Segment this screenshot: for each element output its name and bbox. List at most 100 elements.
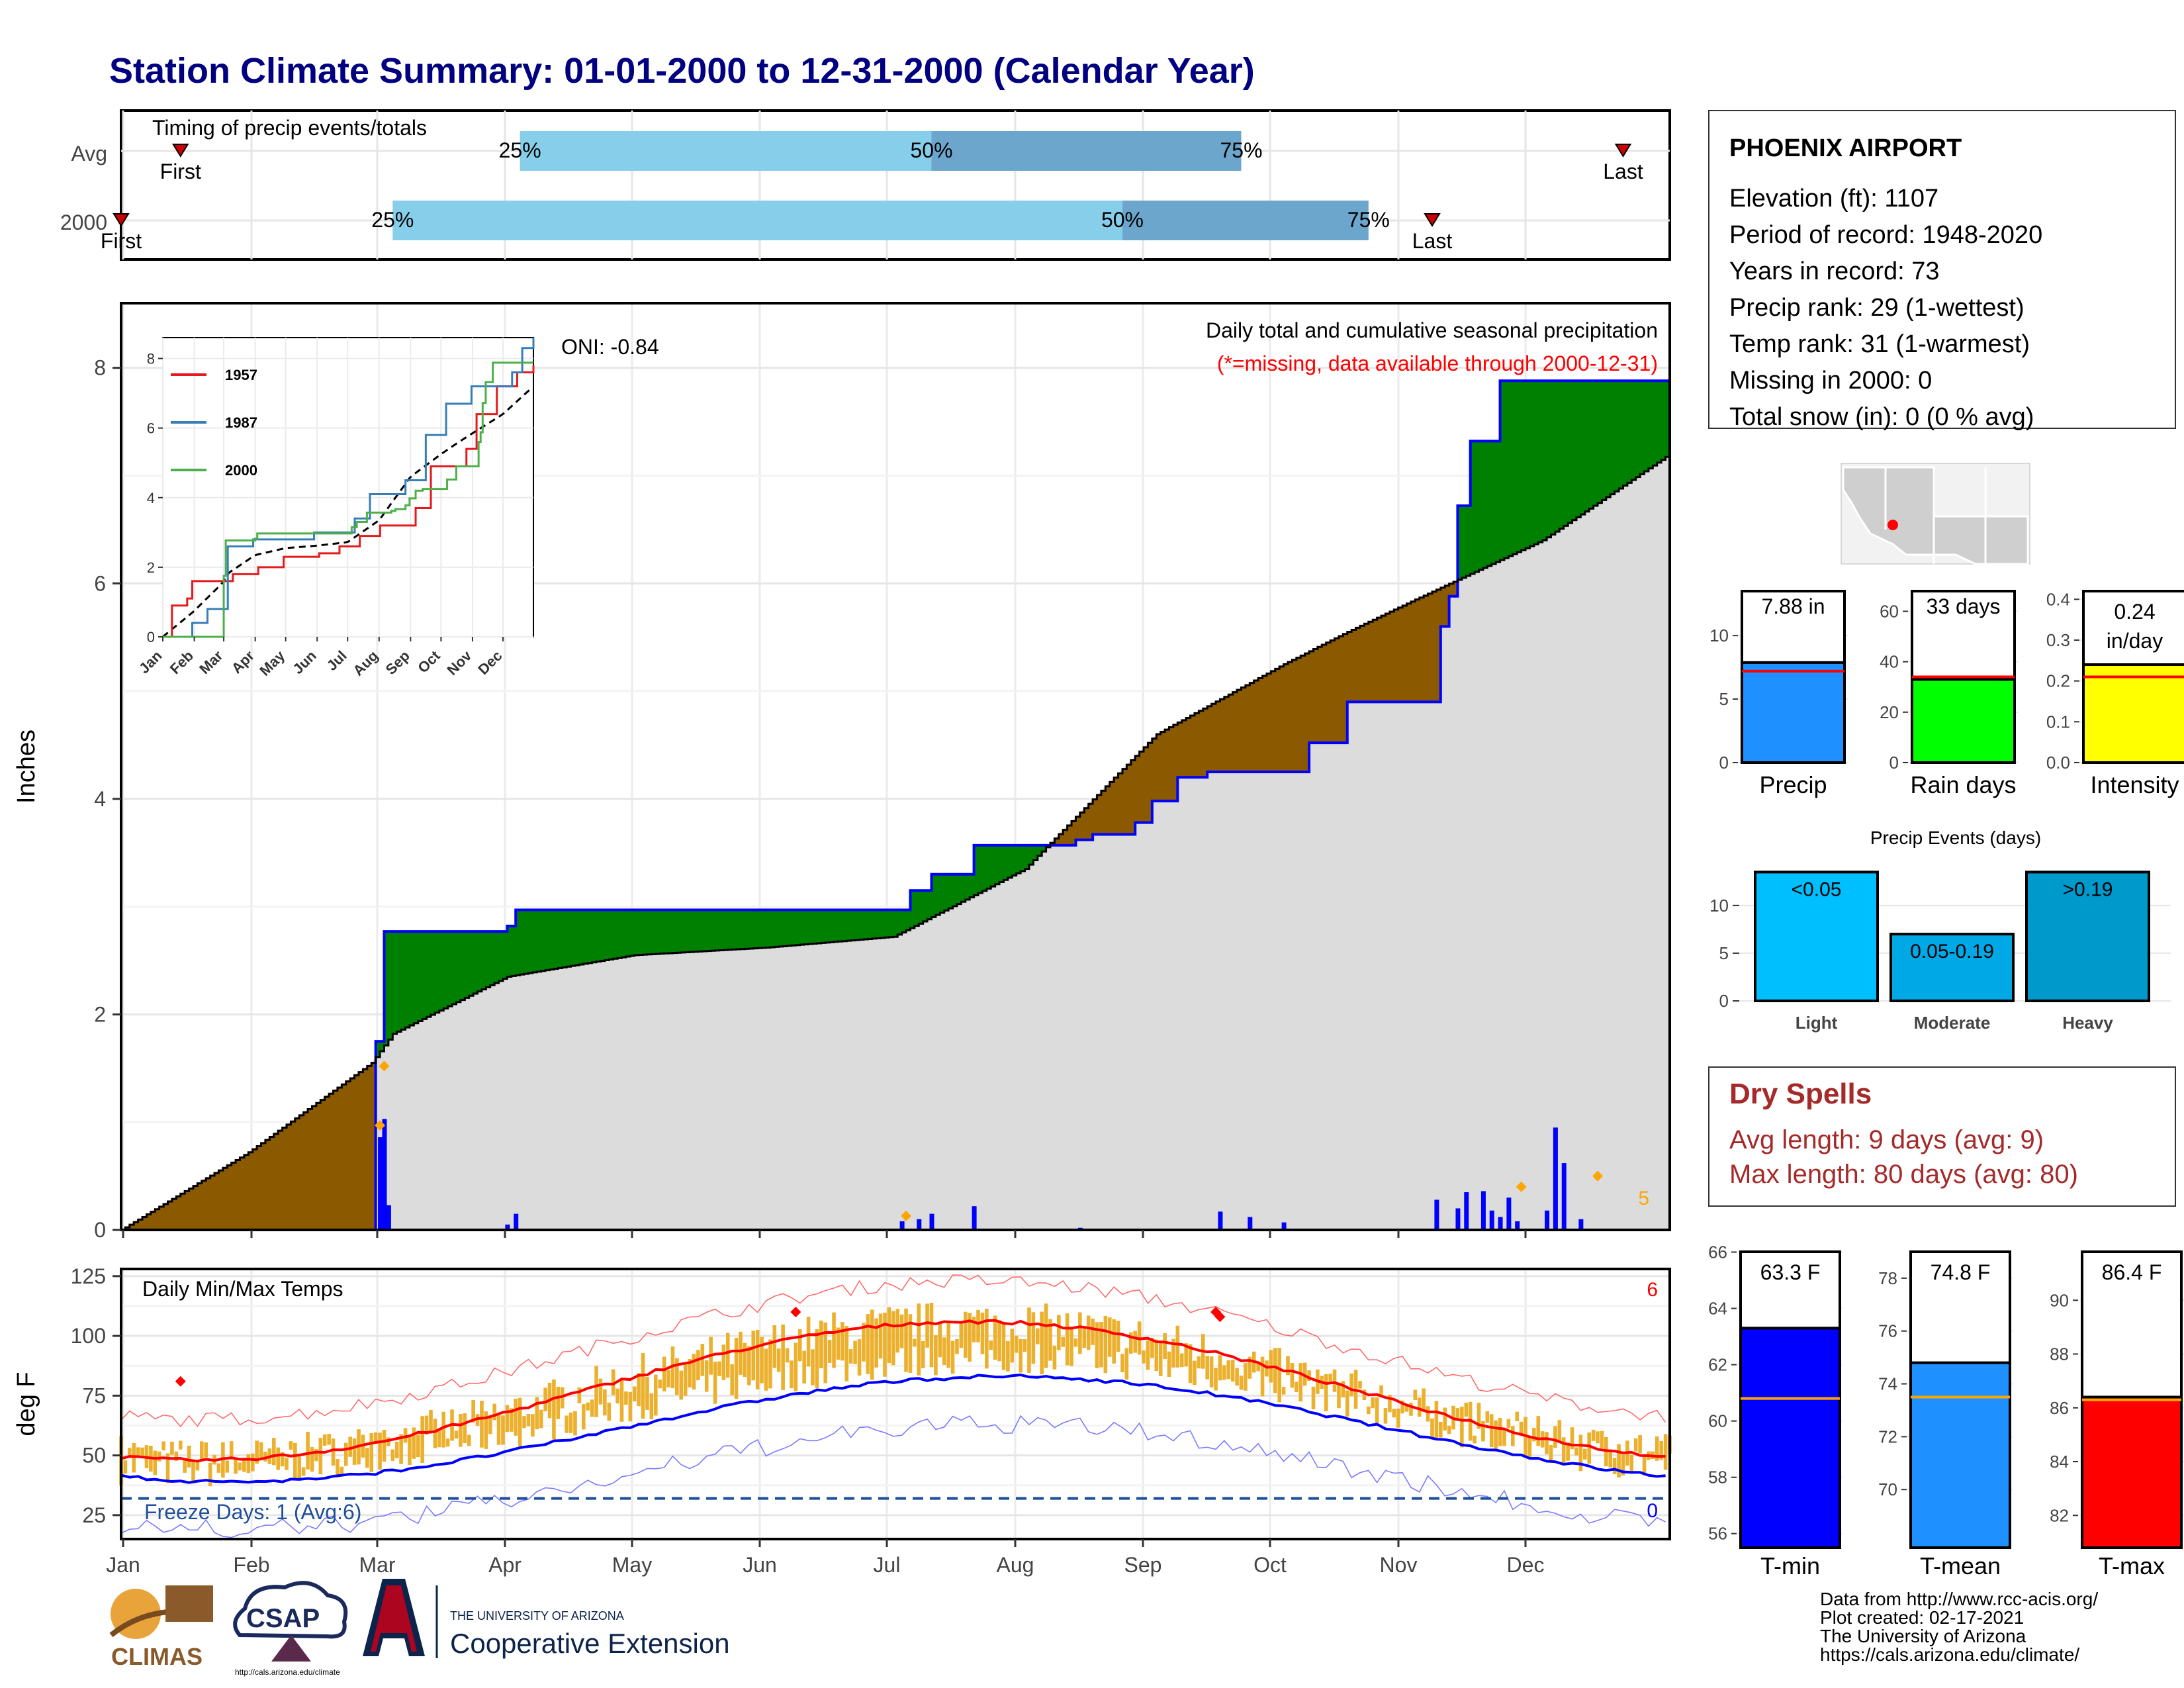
temp-series (119, 1274, 1672, 1538)
above-normal-area (630, 910, 635, 956)
daily-precip-bar (378, 1137, 383, 1230)
daily-temp-bar (887, 1307, 891, 1364)
below-normal-area (1343, 633, 1348, 743)
above-normal-area (952, 874, 958, 906)
daily-temp-bar (713, 1362, 717, 1404)
below-normal-area (1262, 675, 1267, 773)
daily-temp-bar (556, 1386, 561, 1419)
below-normal-area (1389, 611, 1394, 702)
precip-y-tick-label: 4 (94, 787, 106, 811)
daily-temp-bar (870, 1309, 874, 1380)
daily-temp-bar (170, 1441, 174, 1455)
above-normal-area (1475, 441, 1480, 572)
below-normal-area (329, 1094, 334, 1230)
below-normal-area (1224, 696, 1229, 773)
daily-temp-bar (336, 1458, 340, 1477)
below-normal-area (350, 1078, 355, 1230)
climas-block-icon (165, 1585, 213, 1622)
daily-precip-bar (1506, 1197, 1512, 1230)
station-line: Total snow (in): 0 (0 % avg) (1729, 403, 2034, 431)
above-normal-area (460, 931, 465, 1000)
above-normal-area (796, 910, 801, 945)
temp-corner-bottom: 0 (1647, 1500, 1658, 1522)
daily-temp-bar (823, 1322, 828, 1383)
daily-temp-bar (645, 1377, 649, 1410)
daily-temp-bar (1179, 1353, 1184, 1368)
daily-precip-bar (899, 1221, 905, 1230)
temp-y-tick-label: 125 (71, 1264, 106, 1288)
above-normal-area (749, 910, 754, 949)
daily-temp-bar (1464, 1402, 1469, 1417)
daily-temp-bar (1510, 1426, 1515, 1446)
below-normal-area (1156, 734, 1161, 802)
events-bar-label: >0.19 (2063, 878, 2113, 900)
daily-temp-bar (1617, 1444, 1621, 1477)
below-normal-area (1118, 773, 1123, 835)
timing-row-label-year: 2000 (60, 211, 107, 234)
below-normal-area (1313, 649, 1318, 743)
below-normal-area (1245, 685, 1250, 773)
below-normal-area (312, 1105, 317, 1230)
temp-bar-tick-label: 76 (1878, 1321, 1897, 1341)
events-bar (1889, 933, 2015, 1002)
record-high-marker-icon (790, 1306, 801, 1317)
daily-temp-bar (785, 1348, 790, 1363)
events-category-label: Heavy (2062, 1013, 2113, 1033)
daily-temp-bar (913, 1338, 917, 1347)
temp-y-label: deg F (13, 1372, 40, 1436)
daily-temp-bar (178, 1440, 183, 1450)
daily-temp-bar (1065, 1313, 1069, 1366)
above-normal-area (778, 910, 784, 947)
above-normal-area (799, 910, 805, 945)
below-normal-area (1296, 657, 1301, 773)
daily-temp-bar (539, 1409, 543, 1429)
timing-first-marker-icon (171, 144, 189, 158)
temp-bar-tick-label: 60 (1708, 1411, 1727, 1431)
timing-last-marker-icon (1614, 144, 1632, 158)
daily-temp-bar (1506, 1419, 1511, 1429)
below-normal-area (134, 1222, 139, 1230)
below-normal-area (261, 1143, 266, 1230)
daily-temp-bar (1375, 1397, 1379, 1423)
above-normal-area (910, 890, 915, 928)
below-normal-area (236, 1160, 241, 1230)
below-normal-area (1067, 825, 1072, 845)
record-high-line (120, 1274, 1666, 1428)
stat-bar-value-label: 33 days (1926, 594, 2000, 618)
month-label: Sep (1124, 1553, 1162, 1577)
daily-temp-bar (641, 1353, 645, 1419)
daily-temp-bar (734, 1337, 739, 1399)
below-normal-area (341, 1084, 347, 1230)
station-line: Precip rank: 29 (1-wettest) (1729, 294, 2025, 322)
above-normal-area (884, 910, 889, 938)
temp-panel: 25 50 75 100 125 Jan Feb Mar Apr May Jun Jul Aug Sep… (13, 1264, 1672, 1577)
temp-bar-tick-label: 70 (1878, 1479, 1897, 1499)
daily-temp-bar (437, 1430, 441, 1448)
below-normal-area (129, 1225, 134, 1230)
oni-value: ONI: -0.84 (561, 335, 659, 359)
above-normal-area (583, 910, 588, 964)
events-bar (2025, 870, 2150, 1003)
above-normal-area (995, 845, 1000, 884)
above-normal-area (401, 931, 406, 1030)
above-normal-area (537, 910, 542, 972)
daily-temp-bar (1112, 1319, 1116, 1364)
temp-bar-label: T-min (1760, 1552, 1820, 1579)
timing-last-label: Last (1412, 229, 1453, 253)
daily-temp-bar (382, 1429, 387, 1462)
temp-bar-tick-label: 86 (2050, 1398, 2069, 1418)
below-normal-area (1097, 795, 1102, 835)
daily-temp-bar (1277, 1348, 1281, 1403)
above-normal-area (1665, 381, 1670, 457)
dry-spells-avg: Avg length: 9 days (avg: 9) (1729, 1125, 2044, 1154)
above-normal-area (727, 910, 733, 950)
daily-temp-bar (721, 1344, 726, 1380)
daily-temp-bar (815, 1329, 819, 1389)
below-normal-area (1148, 743, 1153, 823)
daily-temp-bar (1001, 1322, 1006, 1370)
temp-caption: Daily Min/Max Temps (142, 1277, 343, 1301)
daily-temp-bar (1027, 1307, 1031, 1374)
below-normal-area (159, 1206, 164, 1230)
